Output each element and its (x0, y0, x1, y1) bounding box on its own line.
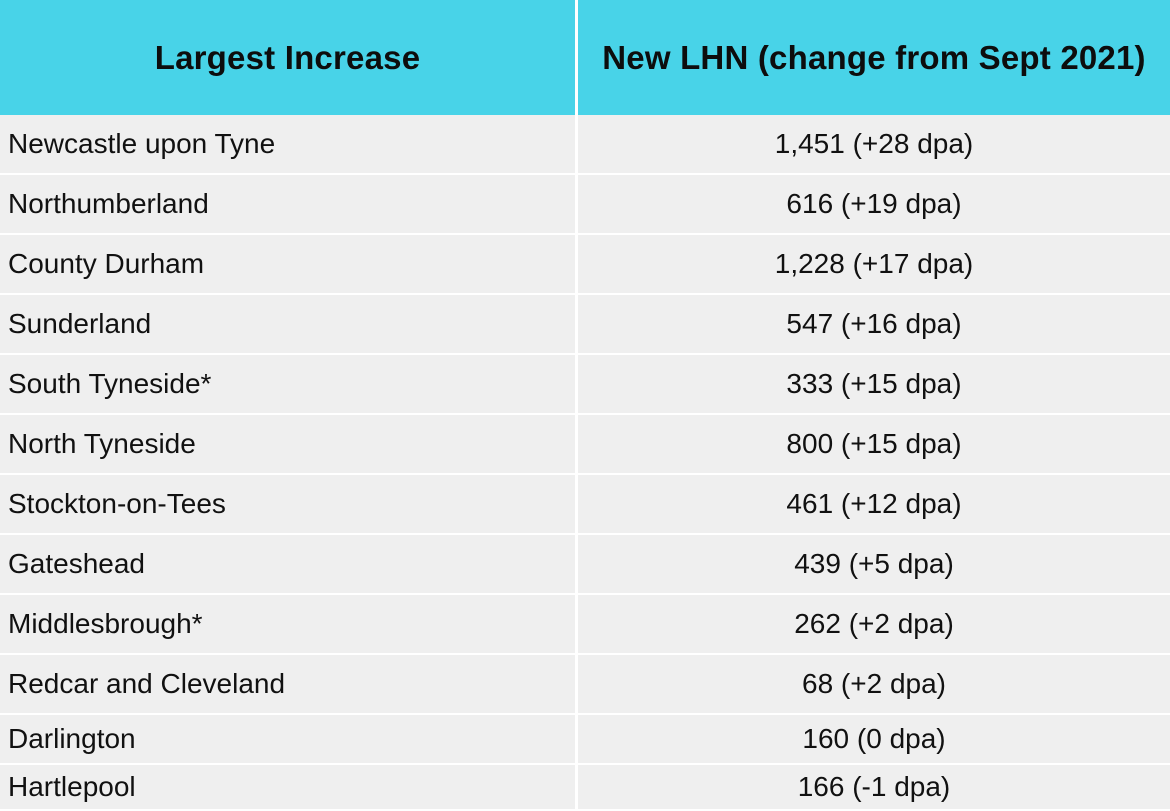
row-area: Northumberland (0, 175, 578, 235)
row-area: Gateshead (0, 535, 578, 595)
column-header-area: Largest Increase (0, 0, 578, 115)
row-value: 800 (+15 dpa) (578, 415, 1170, 475)
row-area: County Durham (0, 235, 578, 295)
column-header-new-lhn: New LHN (change from Sept 2021) (578, 0, 1170, 115)
row-area: Middlesbrough* (0, 595, 578, 655)
row-area: South Tyneside* (0, 355, 578, 415)
row-value: 166 (-1 dpa) (578, 765, 1170, 811)
row-area: Newcastle upon Tyne (0, 115, 578, 175)
row-value: 439 (+5 dpa) (578, 535, 1170, 595)
row-value: 262 (+2 dpa) (578, 595, 1170, 655)
row-value: 1,228 (+17 dpa) (578, 235, 1170, 295)
row-area: Stockton-on-Tees (0, 475, 578, 535)
row-value: 461 (+12 dpa) (578, 475, 1170, 535)
row-area: Hartlepool (0, 765, 578, 811)
row-value: 616 (+19 dpa) (578, 175, 1170, 235)
row-value: 333 (+15 dpa) (578, 355, 1170, 415)
row-area: North Tyneside (0, 415, 578, 475)
row-value: 68 (+2 dpa) (578, 655, 1170, 715)
row-area: Redcar and Cleveland (0, 655, 578, 715)
row-area: Darlington (0, 715, 578, 765)
row-value: 547 (+16 dpa) (578, 295, 1170, 355)
row-area: Sunderland (0, 295, 578, 355)
row-value: 160 (0 dpa) (578, 715, 1170, 765)
row-value: 1,451 (+28 dpa) (578, 115, 1170, 175)
